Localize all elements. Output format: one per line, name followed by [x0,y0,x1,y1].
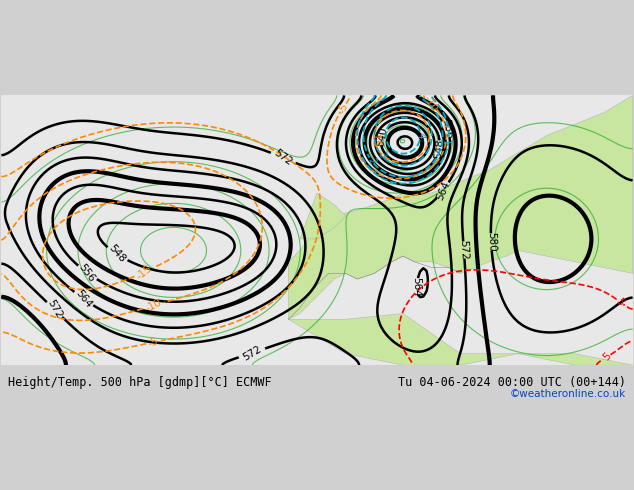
Text: 572: 572 [458,240,469,260]
Text: 572: 572 [45,298,64,320]
Text: 572: 572 [241,343,263,363]
Text: -10: -10 [422,94,439,113]
Text: 3: 3 [375,150,387,160]
Text: -5: -5 [147,336,160,349]
Text: 556: 556 [77,262,97,284]
Text: 580: 580 [486,232,496,252]
Text: 2: 2 [366,155,377,166]
Text: 5: 5 [614,296,626,308]
Text: Tu 04-06-2024 00:00 UTC (00+144): Tu 04-06-2024 00:00 UTC (00+144) [398,376,626,389]
Polygon shape [288,314,633,365]
Polygon shape [288,96,633,319]
Text: -10: -10 [144,297,164,314]
Text: -15: -15 [134,263,154,281]
Text: 548: 548 [107,243,127,265]
Text: 540: 540 [375,126,389,147]
Text: 564: 564 [74,288,93,310]
Text: 572: 572 [273,148,294,168]
Text: -15: -15 [369,130,380,147]
Text: ©weatheronline.co.uk: ©weatheronline.co.uk [510,390,626,399]
Text: 564: 564 [411,276,422,296]
Text: 548: 548 [433,139,445,159]
Text: 4: 4 [415,131,425,138]
Text: 5: 5 [601,351,613,363]
Polygon shape [300,193,346,239]
Text: Height/Temp. 500 hPa [gdmp][°C] ECMWF: Height/Temp. 500 hPa [gdmp][°C] ECMWF [8,376,271,389]
Text: 564: 564 [434,179,451,201]
Text: 1: 1 [443,137,454,144]
Text: -5: -5 [337,101,350,114]
Text: 556: 556 [440,119,455,140]
